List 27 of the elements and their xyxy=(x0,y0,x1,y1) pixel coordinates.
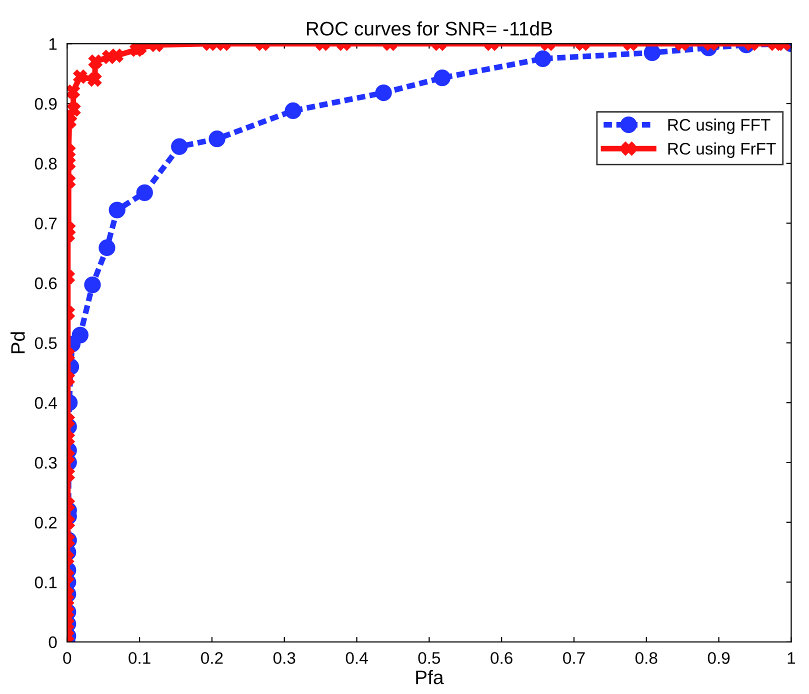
x-tick-label: 0.5 xyxy=(418,652,440,664)
x-tick-label: 0.4 xyxy=(346,652,368,664)
x-tick-label: 0.6 xyxy=(490,652,512,664)
y-tick-label: 0.4 xyxy=(34,397,57,409)
x-tick-label: 0.3 xyxy=(273,652,296,664)
y-tick-label: 0.1 xyxy=(34,576,57,588)
y-tick-label: 0.7 xyxy=(34,218,57,230)
y-tick-label: 0.5 xyxy=(34,337,57,350)
x-tick-label: 0.1 xyxy=(128,652,150,664)
y-tick-label: 0.8 xyxy=(34,158,57,170)
x-axis-title: Pfa xyxy=(416,670,444,684)
y-tick-label: 0.2 xyxy=(34,516,57,529)
x-tick-label: 0.9 xyxy=(708,652,730,664)
x-tick-label: 0.2 xyxy=(201,652,223,664)
legend-label: RC using FFT xyxy=(668,118,770,134)
y-tick-label: 0.6 xyxy=(34,277,57,290)
chart-title: ROC curves for SNR= -11dB xyxy=(306,21,552,36)
x-tick-label: 0.8 xyxy=(635,652,658,664)
y-tick-label: 0.9 xyxy=(34,98,57,110)
legend-label: RC using FrFT xyxy=(668,142,776,158)
y-tick-label: 0.3 xyxy=(34,456,57,469)
y-axis-title: Pd xyxy=(10,332,25,354)
y-tick-label: 0 xyxy=(48,636,57,648)
x-tick-label: 0.7 xyxy=(563,652,585,664)
x-tick-label: 1 xyxy=(788,652,796,664)
y-tick-label: 1 xyxy=(49,38,57,50)
x-tick-label: 0 xyxy=(63,652,72,664)
